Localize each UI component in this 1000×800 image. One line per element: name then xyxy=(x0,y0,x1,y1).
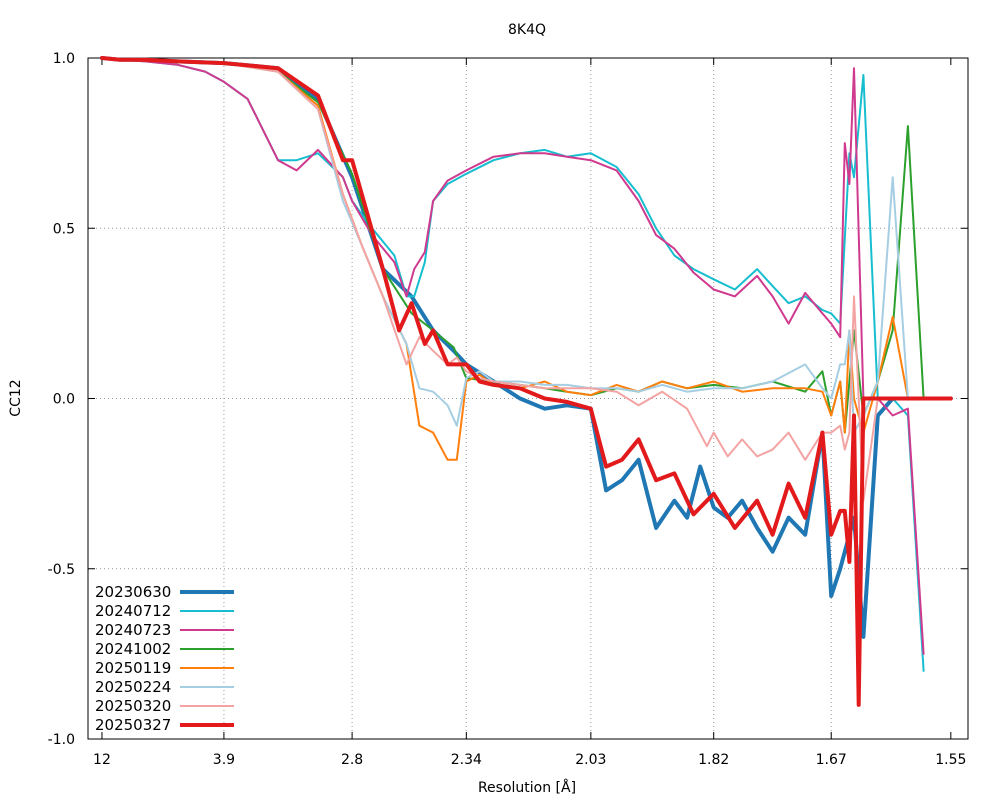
x-tick-label: 12 xyxy=(93,752,111,768)
series-line-20240712 xyxy=(101,57,925,672)
legend-label-20250224: 20250224 xyxy=(95,678,171,696)
series-line-20240723 xyxy=(101,57,925,655)
chart-title: 8K4Q xyxy=(508,22,546,38)
x-tick-label: 1.67 xyxy=(816,752,847,768)
series-line-20250224 xyxy=(101,57,925,434)
y-tick-label: -0.5 xyxy=(48,562,75,578)
y-tick-label: 1.0 xyxy=(53,51,75,67)
legend: 2023063020240712202407232024100220250119… xyxy=(95,583,234,734)
x-axis-label: Resolution [Å] xyxy=(478,779,576,796)
legend-label-20250320: 20250320 xyxy=(95,697,171,715)
x-tick-label: 2.03 xyxy=(575,752,606,768)
ticks: 12 3.9 2.8 2.34 2.03 1.82 1.67 1.55 -1.0 -0.5 0.0 0… xyxy=(48,51,968,768)
legend-label-20240723: 20240723 xyxy=(95,621,171,639)
y-tick-label: -1.0 xyxy=(48,732,75,748)
legend-label-20240712: 20240712 xyxy=(95,602,171,620)
legend-label-20250327: 20250327 xyxy=(95,716,171,734)
x-tick-label: 1.55 xyxy=(935,752,966,768)
x-tick-label: 2.34 xyxy=(451,752,482,768)
legend-label-20250119: 20250119 xyxy=(95,659,171,677)
series-line-20250327 xyxy=(100,56,953,707)
y-axis-label: CC12 xyxy=(8,379,24,416)
y-tick-label: 0.0 xyxy=(53,392,75,408)
x-tick-label: 3.9 xyxy=(213,752,235,768)
series-group xyxy=(100,56,953,707)
y-tick-label: 0.5 xyxy=(53,221,75,237)
legend-label-20230630: 20230630 xyxy=(95,583,171,601)
x-tick-label: 1.82 xyxy=(698,752,729,768)
legend-label-20241002: 20241002 xyxy=(95,640,171,658)
x-tick-label: 2.8 xyxy=(341,752,363,768)
